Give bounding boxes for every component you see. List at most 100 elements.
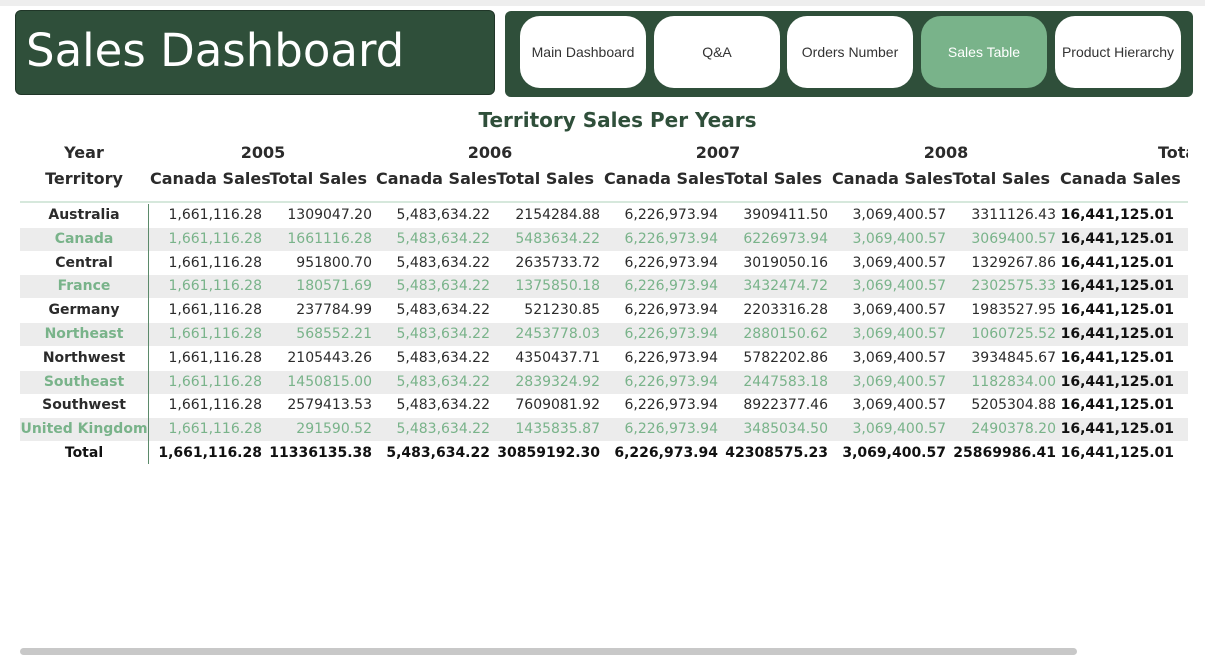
table-row[interactable]: Germany 1,661,116.28 237784.99 5,483,634.22… xyxy=(20,299,1188,322)
canada-sales-cell: 6,226,973.94 xyxy=(624,254,718,271)
horizontal-scrollbar[interactable] xyxy=(20,648,1077,655)
canada-sales-cell: 6,226,973.94 xyxy=(624,302,718,319)
total-sales-cell: 2880150.62 xyxy=(743,326,828,342)
canada-sales-cell: 1,661,116.28 xyxy=(168,373,262,390)
navigation-bar: Main Dashboard Q&A Orders Number Sales T… xyxy=(505,11,1193,97)
territory-label[interactable]: France xyxy=(57,278,111,295)
total-sales-cell: 2579413.53 xyxy=(287,397,372,414)
canada-sales-cell: 5,483,634.22 xyxy=(396,349,490,366)
total-sales-cell: 1450815.00 xyxy=(287,373,372,390)
total-sales-cell: 521230.85 xyxy=(524,302,600,319)
measure-header-total-sales[interactable]: Total Sales xyxy=(496,169,594,188)
table-row[interactable]: Central 1,661,116.28 951800.70 5,483,634.22… xyxy=(20,252,1188,275)
year-header-2006[interactable]: 2006 xyxy=(467,143,513,162)
total-sales-cell: 3432474.72 xyxy=(743,278,828,295)
territory-label[interactable]: Canada xyxy=(54,230,114,247)
nav-main-dashboard-button[interactable]: Main Dashboard xyxy=(520,16,646,88)
canada-sales-cell: 5,483,634.22 xyxy=(396,254,490,271)
table-row[interactable]: Northeast 1,661,116.28 568552.21 5,483,634.… xyxy=(20,323,1188,346)
measure-header-canada-sales[interactable]: Canada Sales xyxy=(832,169,953,188)
canada-sales-cell: 3,069,400.57 xyxy=(852,207,946,223)
grand-total-cell: 16,441,125.01 xyxy=(1060,278,1174,295)
table-row[interactable]: Southeast 1,661,116.28 1450815.00 5,483,634… xyxy=(20,370,1188,394)
territory-label[interactable]: Northeast xyxy=(44,326,124,342)
year-header-2005[interactable]: 2005 xyxy=(240,143,286,162)
table-row[interactable]: Northwest 1,661,116.28 2105443.26 5,483,634… xyxy=(20,347,1188,370)
grand-total-cell: 16,441,125.01 xyxy=(1060,207,1174,223)
measure-header-total-sales[interactable]: Total Sales xyxy=(952,169,1050,188)
territory-label[interactable]: Northwest xyxy=(42,349,126,366)
total-row[interactable]: Total 1,661,116.28 11336135.38 5,483,634.22… xyxy=(20,442,1188,465)
total-sales-cell: 2490378.20 xyxy=(971,421,1056,438)
canada-sales-cell: 3,069,400.57 xyxy=(852,230,946,247)
grand-total-cell: 16,441,125.01 xyxy=(1060,373,1174,390)
canada-sales-cell: 1,661,116.28 xyxy=(168,326,262,342)
territory-label[interactable]: Southwest xyxy=(42,397,126,414)
canada-sales-cell: 6,226,973.94 xyxy=(624,397,718,414)
territory-label[interactable]: Southeast xyxy=(43,373,125,390)
nav-qa-button[interactable]: Q&A xyxy=(654,16,780,88)
total-sales-cell: 11336135.38 xyxy=(269,445,372,461)
canada-sales-cell: 1,661,116.28 xyxy=(168,254,262,271)
canada-sales-cell: 3,069,400.57 xyxy=(852,397,946,414)
measure-header-total-sales[interactable]: Total Sales xyxy=(724,169,822,188)
canada-sales-cell: 3,069,400.57 xyxy=(852,326,946,342)
total-sales-cell: 1375850.18 xyxy=(515,278,600,295)
total-sales-cell: 5483634.22 xyxy=(515,230,600,247)
table-row[interactable]: Southwest 1,661,116.28 2579413.53 5,483,634… xyxy=(20,394,1188,417)
table-row[interactable]: Canada 1,661,116.28 1661116.28 5,483,634.22… xyxy=(20,227,1188,251)
total-sales-cell: 2447583.18 xyxy=(743,373,828,390)
total-sales-cell: 3019050.16 xyxy=(743,254,828,271)
table-row[interactable]: Australia 1,661,116.28 1309047.20 5,483,634… xyxy=(20,204,1188,227)
canada-sales-cell: 5,483,634.22 xyxy=(386,445,490,461)
total-sales-cell: 42308575.23 xyxy=(725,445,828,461)
territory-label[interactable]: Central xyxy=(55,254,113,271)
total-sales-cell: 2105443.26 xyxy=(287,349,372,366)
year-header-2008[interactable]: 2008 xyxy=(923,143,969,162)
total-sales-cell: 3311126.43 xyxy=(971,207,1056,223)
grand-total-cell: 16,441,125.01 xyxy=(1060,397,1174,414)
year-header-total[interactable]: Total xyxy=(1158,143,1188,162)
table-row[interactable]: France 1,661,116.28 180571.69 5,483,634.22 1… xyxy=(20,275,1188,299)
total-sales-cell: 568552.21 xyxy=(296,326,372,342)
canada-sales-cell: 3,069,400.57 xyxy=(852,278,946,295)
total-sales-cell: 237784.99 xyxy=(296,302,372,319)
total-sales-cell: 1329267.86 xyxy=(971,254,1056,271)
total-sales-cell: 5782202.86 xyxy=(743,349,828,366)
measure-header-total-sales[interactable]: Total Sales xyxy=(269,169,367,188)
year-header-2007[interactable]: 2007 xyxy=(695,143,741,162)
table-row[interactable]: United Kingdom 1,661,116.28 291590.52 5,483… xyxy=(20,418,1188,442)
measure-header-canada-sales[interactable]: Canada Sales xyxy=(150,169,271,188)
canada-sales-cell: 5,483,634.22 xyxy=(396,302,490,319)
total-sales-cell: 6226973.94 xyxy=(743,230,828,247)
canada-sales-cell: 1,661,116.28 xyxy=(168,349,262,366)
measure-header-canada-sales[interactable]: Canada Sales xyxy=(376,169,497,188)
row-header-year: Year xyxy=(64,143,104,162)
canada-sales-cell: 1,661,116.28 xyxy=(168,421,262,438)
territory-label[interactable]: Australia xyxy=(48,207,120,223)
total-sales-cell: 2635733.72 xyxy=(515,254,600,271)
canada-sales-cell: 5,483,634.22 xyxy=(396,230,490,247)
nav-orders-number-button[interactable]: Orders Number xyxy=(787,16,913,88)
total-sales-cell: 8922377.46 xyxy=(743,397,828,414)
territory-label[interactable]: United Kingdom xyxy=(20,421,148,438)
total-sales-cell: 3485034.50 xyxy=(743,421,828,438)
canada-sales-cell: 5,483,634.22 xyxy=(396,278,490,295)
measure-header-canada-sales[interactable]: Canada Sales xyxy=(1060,169,1181,188)
nav-product-hierarchy-button[interactable]: Product Hierarchy xyxy=(1055,16,1181,88)
year-header-total-clip: Total xyxy=(1060,143,1188,167)
canada-sales-cell: 6,226,973.94 xyxy=(624,326,718,342)
canada-sales-cell: 1,661,116.28 xyxy=(168,207,262,223)
row-header-territory: Territory xyxy=(45,169,123,188)
total-sales-cell: 1182834.00 xyxy=(971,373,1056,390)
total-sales-cell: 7609081.92 xyxy=(515,397,600,414)
top-border xyxy=(0,0,1205,6)
table-title: Territory Sales Per Years xyxy=(478,108,757,132)
canada-sales-cell: 3,069,400.57 xyxy=(852,373,946,390)
canada-sales-cell: 3,069,400.57 xyxy=(842,445,946,461)
nav-sales-table-button[interactable]: Sales Table xyxy=(921,16,1047,88)
measure-header-canada-sales[interactable]: Canada Sales xyxy=(604,169,725,188)
territory-label[interactable]: Germany xyxy=(48,302,120,319)
territory-label[interactable]: Total xyxy=(64,445,104,461)
total-sales-cell: 291590.52 xyxy=(296,421,372,438)
